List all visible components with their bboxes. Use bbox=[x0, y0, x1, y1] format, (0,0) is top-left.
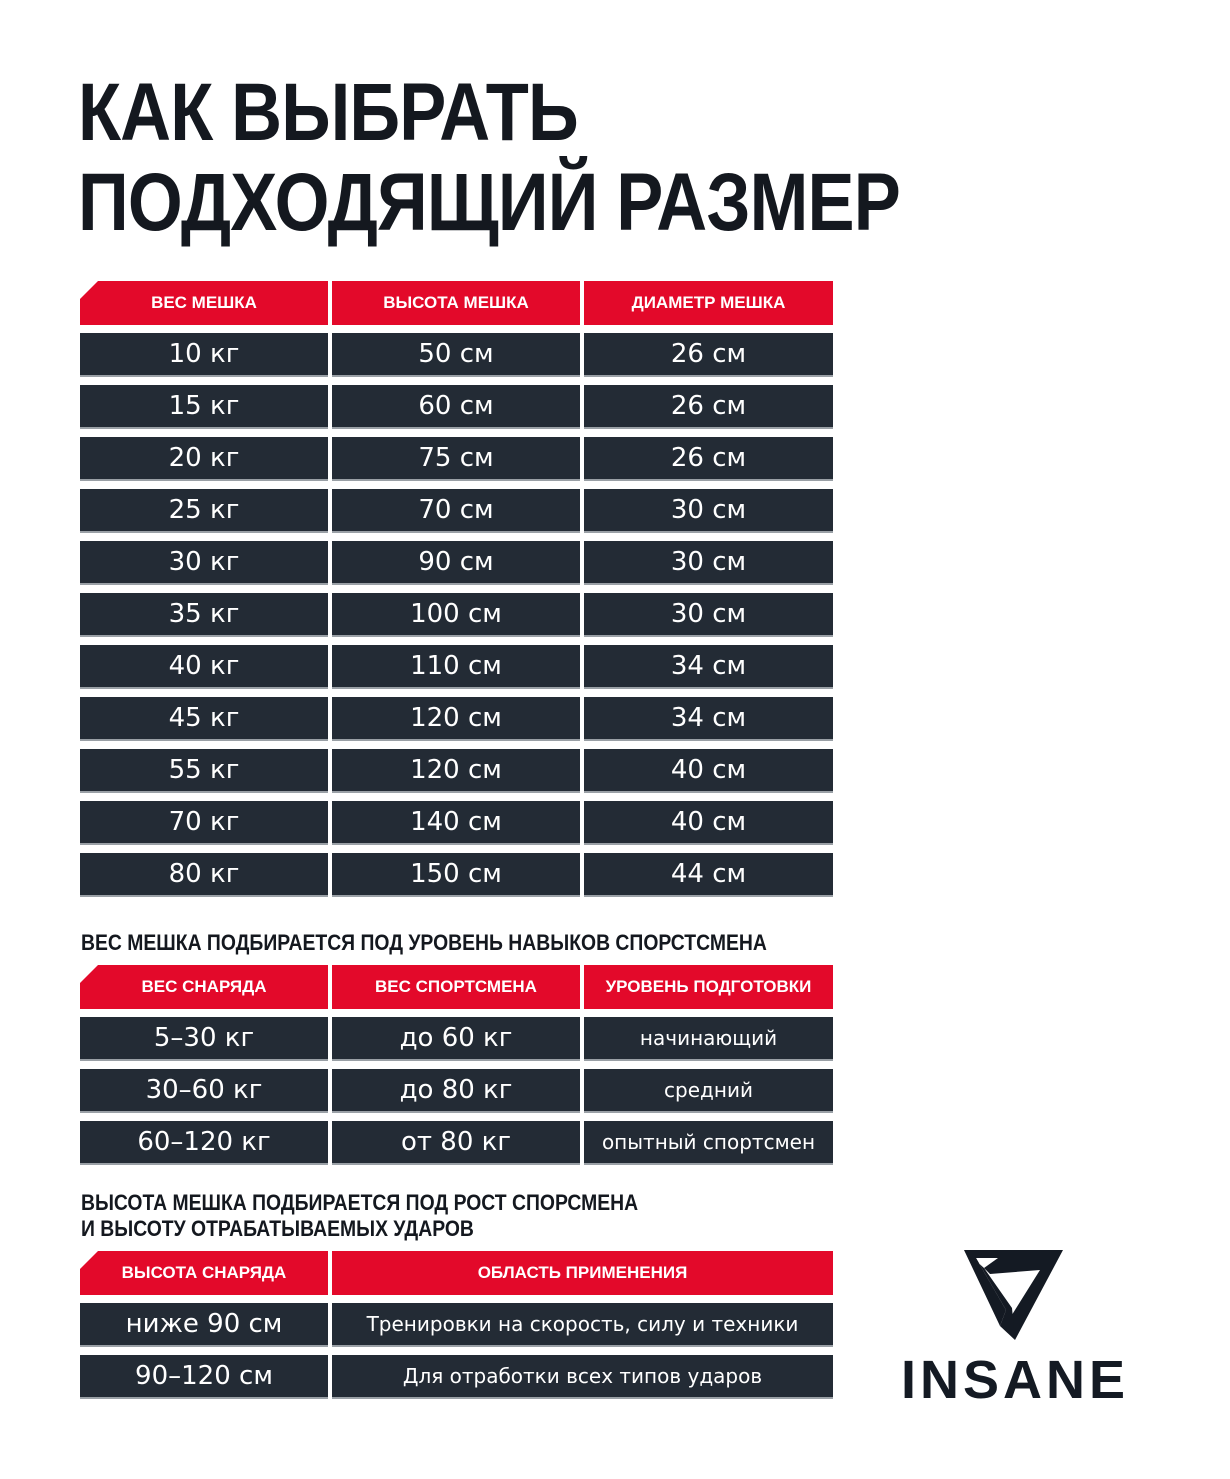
table-cell: 40 см bbox=[584, 801, 833, 845]
table-cell: от 80 кг bbox=[332, 1121, 580, 1165]
table-cell: 26 см bbox=[584, 437, 833, 481]
table-cell: 26 см bbox=[584, 333, 833, 377]
table-cell: 50 см bbox=[332, 333, 580, 377]
table-cell: 45 кг bbox=[80, 697, 328, 741]
table-cell: 110 см bbox=[332, 645, 580, 689]
column-header: ВЫСОТА МЕШКА bbox=[332, 281, 580, 325]
table-cell: 40 см bbox=[584, 749, 833, 793]
table-cell: 90–120 см bbox=[80, 1355, 328, 1399]
table-cell: 44 см bbox=[584, 853, 833, 897]
table-cell: опытный спортсмен bbox=[584, 1121, 833, 1165]
page-title-line1: КАК ВЫБРАТЬ bbox=[78, 67, 579, 158]
table-cell: 30 см bbox=[584, 593, 833, 637]
column-header: УРОВЕНЬ ПОДГОТОВКИ bbox=[584, 965, 833, 1009]
table-cell: 20 кг bbox=[80, 437, 328, 481]
column-header: ВЕС МЕШКА bbox=[80, 281, 328, 325]
table-cell: 34 см bbox=[584, 697, 833, 741]
table-cell: 70 кг bbox=[80, 801, 328, 845]
table-cell: 10 кг bbox=[80, 333, 328, 377]
table-cell: 120 см bbox=[332, 749, 580, 793]
table-cell: 35 кг bbox=[80, 593, 328, 637]
column-header: ОБЛАСТЬ ПРИМЕНЕНИЯ bbox=[332, 1251, 833, 1295]
table-cell: 140 см bbox=[332, 801, 580, 845]
table-cell: до 60 кг bbox=[332, 1017, 580, 1061]
triangle-logo-icon bbox=[964, 1250, 1063, 1340]
table-cell: 30 см bbox=[584, 541, 833, 585]
table-cell: 25 кг bbox=[80, 489, 328, 533]
logo-text: INSANE bbox=[901, 1350, 1129, 1403]
table-cell: 30 кг bbox=[80, 541, 328, 585]
table-cell: ниже 90 см bbox=[80, 1303, 328, 1347]
column-header: ВЕС СПОРТСМЕНА bbox=[332, 965, 580, 1009]
table-cell: 60 см bbox=[332, 385, 580, 429]
table-cell: 34 см bbox=[584, 645, 833, 689]
page-title-line2: ПОДХОДЯЩИЙ РАЗМЕР bbox=[78, 157, 901, 248]
weight-section-title: ВЕС МЕШКА ПОДБИРАЕТСЯ ПОД УРОВЕНЬ НАВЫКО… bbox=[81, 930, 767, 955]
table-cell: 30 см bbox=[584, 489, 833, 533]
table-cell: 75 см bbox=[332, 437, 580, 481]
height-section-title-line2: И ВЫСОТУ ОТРАБАТЫВАЕМЫХ УДАРОВ bbox=[81, 1216, 474, 1241]
table-cell: 70 см bbox=[332, 489, 580, 533]
table-cell: 90 см bbox=[332, 541, 580, 585]
table-cell: 40 кг bbox=[80, 645, 328, 689]
table-cell: 80 кг bbox=[80, 853, 328, 897]
table-cell: 30–60 кг bbox=[80, 1069, 328, 1113]
table-cell: 100 см bbox=[332, 593, 580, 637]
column-header: ВЫСОТА СНАРЯДА bbox=[80, 1251, 328, 1295]
table-cell: 55 кг bbox=[80, 749, 328, 793]
table-cell: 60–120 кг bbox=[80, 1121, 328, 1165]
table-cell: 150 см bbox=[332, 853, 580, 897]
table-cell: 120 см bbox=[332, 697, 580, 741]
table-cell: Для отработки всех типов ударов bbox=[332, 1355, 833, 1399]
column-header: ВЕС СНАРЯДА bbox=[80, 965, 328, 1009]
column-header: ДИАМЕТР МЕШКА bbox=[584, 281, 833, 325]
table-cell: 26 см bbox=[584, 385, 833, 429]
table-cell: 5–30 кг bbox=[80, 1017, 328, 1061]
table-cell: Тренировки на скорость, силу и техники bbox=[332, 1303, 833, 1347]
table-cell: до 80 кг bbox=[332, 1069, 580, 1113]
table-cell: средний bbox=[584, 1069, 833, 1113]
insane-logo: INSANE bbox=[901, 1250, 1129, 1403]
height-section-title-line1: ВЫСОТА МЕШКА ПОДБИРАЕТСЯ ПОД РОСТ СПОРСМ… bbox=[81, 1190, 639, 1215]
table-cell: 15 кг bbox=[80, 385, 328, 429]
table-cell: начинающий bbox=[584, 1017, 833, 1061]
